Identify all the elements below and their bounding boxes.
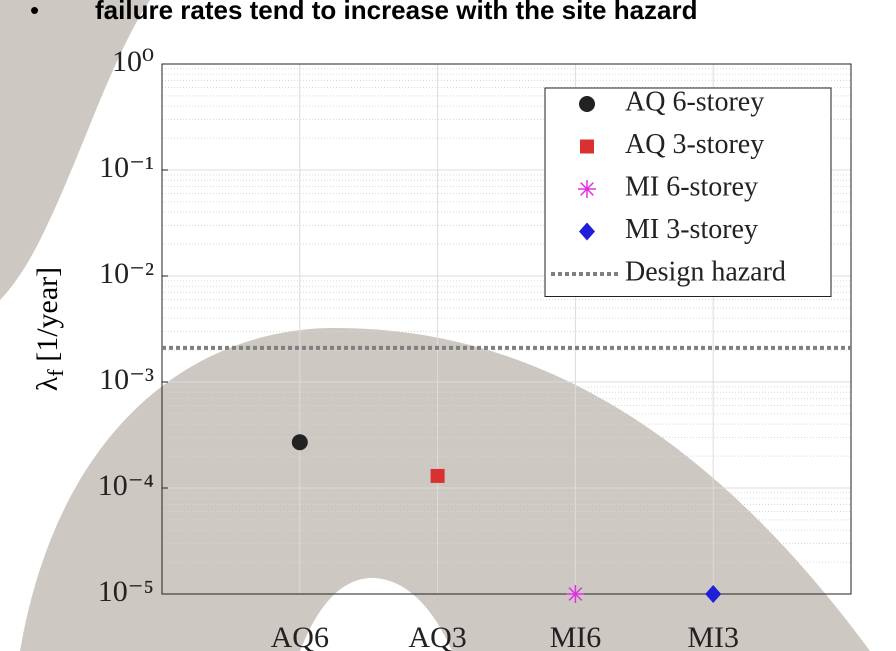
y-tick-label: 10⁻³ <box>99 363 154 396</box>
x-tick-label: AQ3 <box>408 621 466 651</box>
y-axis-label: λf [1/year] <box>31 267 68 391</box>
x-tick-label: AQ6 <box>271 621 329 651</box>
bullet: • <box>30 0 39 25</box>
y-tick-label: 10⁻¹ <box>99 151 154 184</box>
heading: failure rates tend to increase with the … <box>95 0 698 25</box>
y-label-symbol: λ <box>31 376 64 391</box>
y-label-unit: [1/year] <box>31 267 64 362</box>
legend-label: MI 3-storey <box>625 214 758 245</box>
y-tick-label: 10⁻⁴ <box>98 469 154 502</box>
x-tick-label: MI6 <box>550 621 602 651</box>
slide: • failure rates tend to increase with th… <box>0 0 896 651</box>
y-tick-label: 10⁰ <box>112 45 154 78</box>
marker <box>580 140 594 154</box>
legend-label: AQ 6-storey <box>625 86 764 117</box>
y-tick-label: 10⁻⁵ <box>98 575 154 608</box>
marker <box>292 434 308 450</box>
legend-label: MI 6-storey <box>625 171 758 202</box>
legend-label: AQ 3-storey <box>625 129 764 160</box>
marker <box>578 180 596 198</box>
y-tick-label: 10⁻² <box>99 257 154 290</box>
marker <box>579 96 595 112</box>
marker <box>431 469 445 483</box>
x-tick-label: MI3 <box>687 621 739 651</box>
marker <box>566 585 584 603</box>
page: • failure rates tend to increase with th… <box>0 0 896 651</box>
legend-label: Design hazard <box>625 256 786 287</box>
